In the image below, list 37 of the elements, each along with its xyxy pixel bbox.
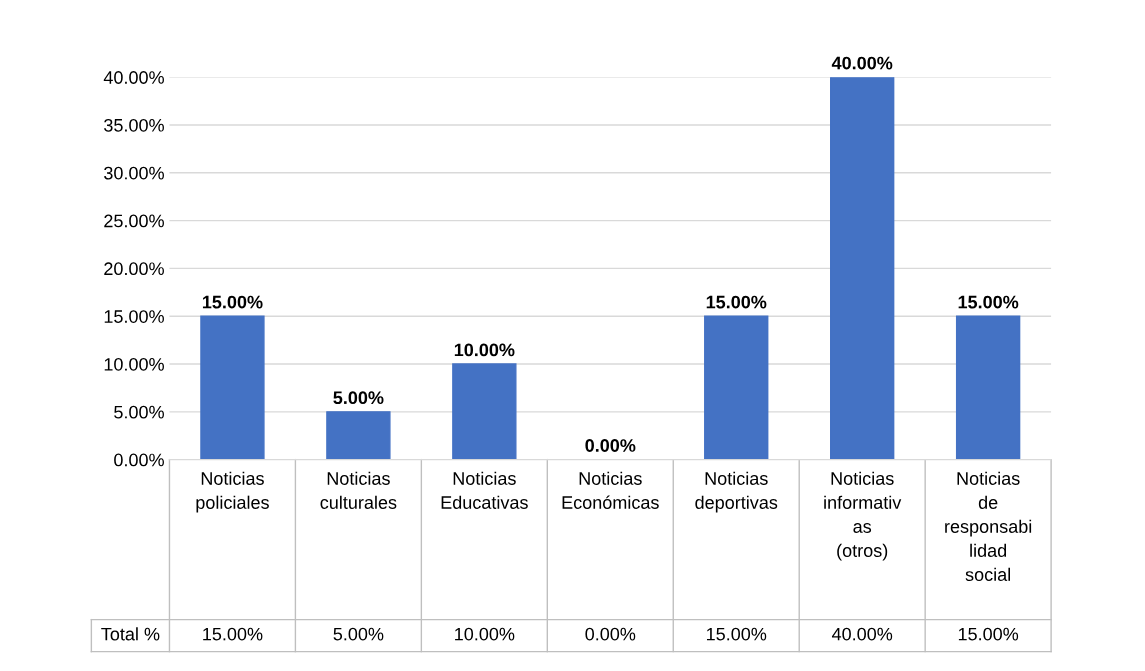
text: 15.00% bbox=[202, 295, 263, 309]
data-label: 15.00% bbox=[958, 627, 1019, 641]
data-label: 5.00% bbox=[333, 627, 384, 641]
text: 0.00% bbox=[585, 439, 636, 452]
y-tick-label: 25.00% bbox=[104, 214, 164, 228]
text: 10.00% bbox=[454, 343, 515, 357]
y-tick-label: 0.00% bbox=[114, 453, 164, 467]
x-tick-label: Noticias de responsabilidad social bbox=[945, 471, 1032, 582]
y-tick-label: 35.00% bbox=[104, 118, 164, 132]
data-label: 15.00% bbox=[706, 627, 767, 641]
x-tick-label: Noticias deportivas bbox=[695, 471, 778, 513]
bar bbox=[452, 363, 517, 460]
data-label: 0.00% bbox=[585, 627, 636, 641]
data-label: 40.00% bbox=[831, 627, 893, 641]
bar bbox=[200, 315, 265, 460]
x-tick-label: Noticias informativas (otros) bbox=[824, 471, 902, 561]
text: 15.00% bbox=[706, 295, 767, 309]
bar bbox=[326, 411, 391, 460]
text: 40.00% bbox=[831, 56, 893, 70]
x-tick-label: Noticias culturales bbox=[320, 471, 397, 509]
bar bbox=[955, 315, 1021, 460]
data-label: 15.00% bbox=[203, 627, 263, 641]
y-tick-label: 40.00% bbox=[103, 71, 164, 84]
x-tick-label: Noticias Económicas bbox=[562, 471, 659, 509]
bar bbox=[830, 77, 895, 460]
y-tick-label: 30.00% bbox=[104, 166, 164, 180]
x-tick-label: Noticias Educativas bbox=[441, 471, 528, 509]
y-tick-label: 5.00% bbox=[114, 405, 164, 419]
text: Total % bbox=[101, 627, 160, 641]
y-tick-label: 20.00% bbox=[104, 262, 164, 276]
data-label: 10.00% bbox=[455, 627, 515, 641]
text: 5.00% bbox=[333, 391, 384, 405]
y-tick-label: 10.00% bbox=[104, 357, 164, 371]
text: 15.00% bbox=[958, 295, 1019, 309]
x-tick-label: Noticias policiales bbox=[196, 471, 269, 513]
y-tick-label: 15.00% bbox=[104, 310, 164, 323]
bar bbox=[704, 315, 769, 460]
